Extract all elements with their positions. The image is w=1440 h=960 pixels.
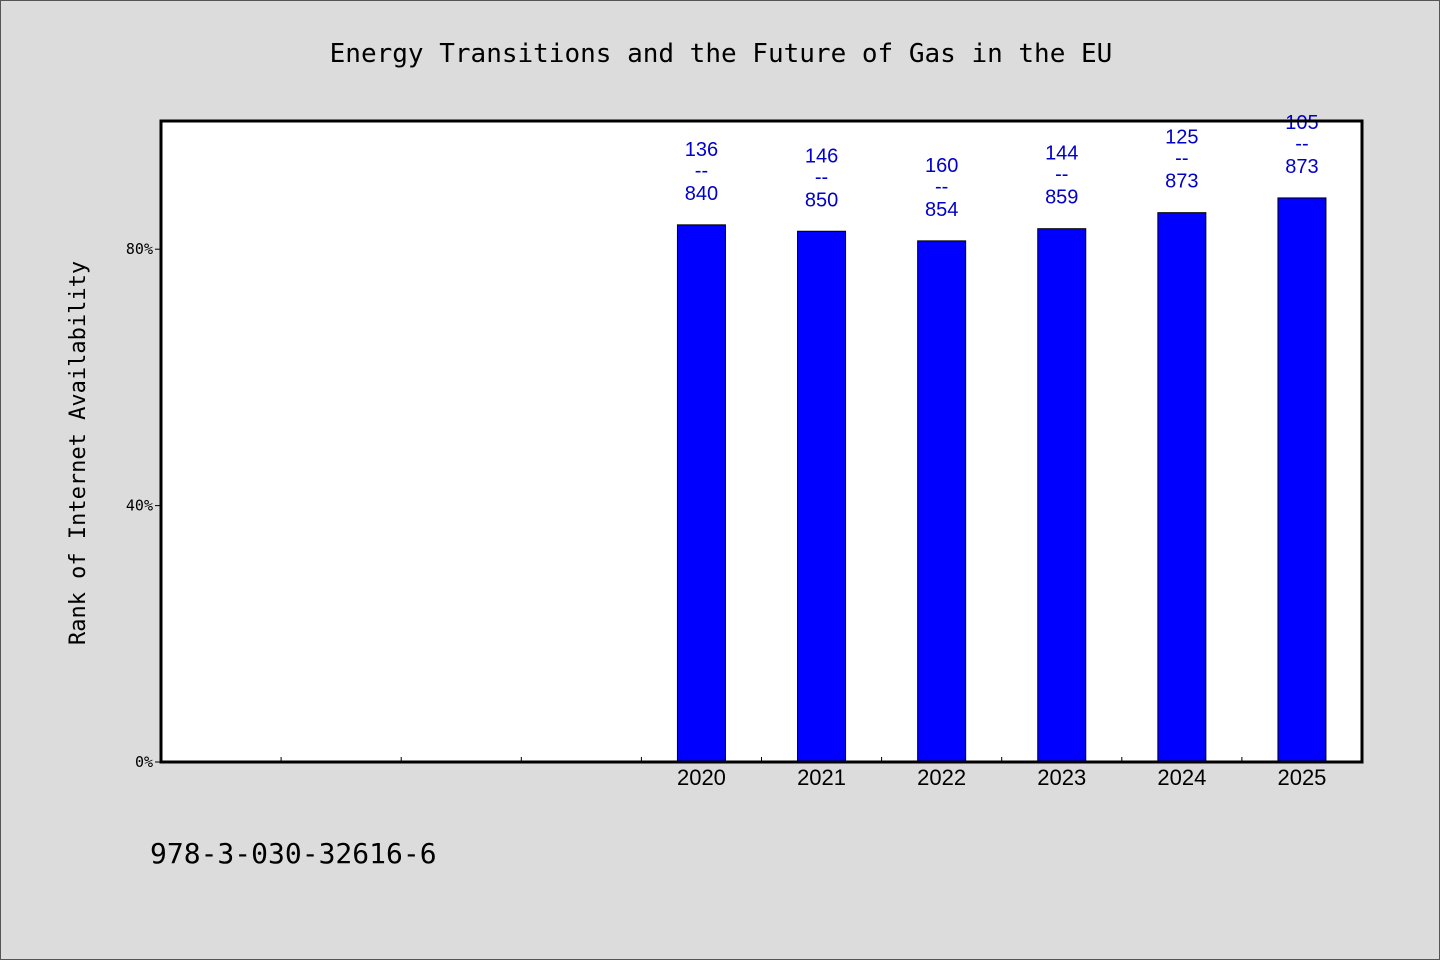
- bar-value-label: 873: [1285, 156, 1318, 178]
- y-tick-label: 80%: [126, 240, 153, 258]
- bar-value-label: 125: [1165, 127, 1198, 149]
- bar: [797, 230, 847, 763]
- x-tick-label: 2023: [1037, 765, 1086, 790]
- bar-value-label: 859: [1045, 187, 1078, 209]
- bar-value-label: 854: [925, 199, 958, 221]
- x-tick-label: 2020: [677, 765, 726, 790]
- x-tick-label: 2021: [797, 765, 846, 790]
- chart-title: Energy Transitions and the Future of Gas…: [330, 39, 1113, 69]
- x-tick-label: 2025: [1277, 765, 1326, 790]
- bar-value-label: 105: [1285, 112, 1318, 134]
- bar-value-label: --: [815, 166, 828, 188]
- bar-value-label: --: [695, 160, 708, 182]
- bar: [1277, 197, 1327, 763]
- bar-value-label: 144: [1045, 143, 1078, 165]
- isbn-label: 978-3-030-32616-6: [150, 837, 437, 870]
- bar-value-label: 146: [805, 145, 838, 167]
- bar-value-label: 850: [805, 189, 838, 211]
- bar-value-label: 160: [925, 155, 958, 177]
- bar-value-label: --: [1055, 164, 1068, 186]
- bars-group: [676, 197, 1327, 763]
- bar-value-label: --: [1175, 148, 1188, 170]
- axes-group: 2020 2021 2022 2023 2024 2025 0% 40% 80%: [126, 240, 1327, 790]
- plot-frame: [159, 119, 1364, 764]
- y-tick-label: 0%: [135, 753, 153, 771]
- y-tick-label: 40%: [126, 497, 153, 515]
- x-tick-label: 2024: [1157, 765, 1206, 790]
- bar: [1037, 228, 1087, 763]
- bar-value-label: --: [1295, 133, 1308, 155]
- bar-value-label: 873: [1165, 171, 1198, 193]
- x-tick-label: 2022: [917, 765, 966, 790]
- y-axis-label: Rank of Internet Availability: [66, 261, 91, 645]
- bar-value-label: --: [935, 176, 948, 198]
- bar: [676, 224, 726, 763]
- bar-value-label: 840: [685, 183, 718, 205]
- bar-value-label: 136: [685, 139, 718, 161]
- data-labels-group: 136--840146--850160--854144--859125--873…: [685, 112, 1319, 221]
- bar: [1157, 212, 1207, 763]
- bar: [917, 240, 967, 763]
